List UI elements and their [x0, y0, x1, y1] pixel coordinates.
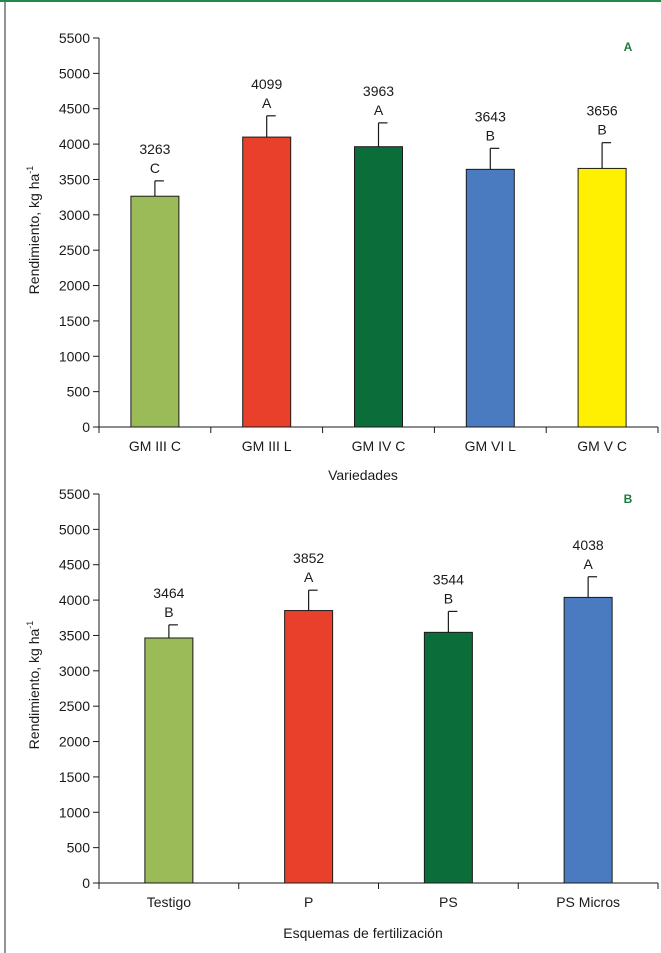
y-axis-label: Rendimiento, kg ha — [26, 173, 42, 294]
data-label: 3656 — [587, 103, 618, 119]
significance-letter: B — [444, 590, 453, 606]
data-label: 4099 — [251, 76, 282, 92]
y-tick-label: 0 — [82, 875, 90, 891]
y-tick-label: 5500 — [59, 486, 90, 502]
bar — [144, 637, 194, 884]
y-tick-label: 1500 — [59, 313, 90, 329]
data-label: 3263 — [139, 141, 170, 157]
x-tick-label: GM III L — [242, 438, 292, 454]
y-tick-label: 5000 — [59, 65, 90, 81]
bar — [423, 631, 473, 884]
y-axis-label: Rendimiento, kg ha — [26, 628, 42, 749]
panel-label: A — [624, 40, 633, 54]
y-tick-label: 0 — [82, 419, 90, 435]
significance-letter: C — [150, 160, 160, 176]
y-axis-ticks: 0 500 1000 1500 2000 2500 3000 3500 4000 4500 5000… — [59, 486, 99, 891]
x-tick-label: P — [304, 894, 313, 910]
bar — [577, 167, 627, 428]
bar — [130, 195, 180, 428]
y-tick-label: 3500 — [59, 171, 90, 187]
x-tick-label: GM IV C — [352, 438, 406, 454]
data-label: 3963 — [363, 83, 394, 99]
bar — [284, 610, 334, 884]
bar — [563, 596, 613, 884]
y-tick-label: 4500 — [59, 101, 90, 117]
data-label: 3464 — [153, 585, 184, 601]
data-label: 4038 — [573, 537, 604, 553]
significance-letter: A — [374, 102, 384, 118]
y-axis-ticks: 0 500 1000 1500 2000 2500 3000 3500 4000 4500 5000… — [59, 30, 99, 435]
x-tick-label: GM VI L — [465, 438, 517, 454]
y-tick-label: 1000 — [59, 348, 90, 364]
x-tick-label: PS Micros — [556, 894, 620, 910]
bar — [242, 136, 292, 428]
x-axis-label: Variedades — [328, 467, 398, 483]
y-axis-title: Rendimiento, kg ha-1 — [25, 166, 42, 295]
data-label: 3852 — [293, 550, 324, 566]
significance-letter: A — [304, 569, 314, 585]
chart-panel-b: B 0 500 1000 1500 2000 2500 3000 3500 4000 4500 50… — [25, 486, 659, 941]
y-tick-label: 1000 — [59, 804, 90, 820]
y-tick-label: 4000 — [59, 592, 90, 608]
panel-label: B — [624, 492, 633, 506]
y-axis-unit-superscript: -1 — [25, 166, 35, 174]
x-tick-label: GM V C — [577, 438, 627, 454]
y-tick-label: 4000 — [59, 136, 90, 152]
y-tick-label: 2500 — [59, 698, 90, 714]
x-axis-label: Esquemas de fertilización — [283, 925, 443, 941]
y-tick-label: 2000 — [59, 734, 90, 750]
y-axis-title: Rendimiento, kg ha-1 — [25, 621, 42, 750]
x-tick-label: GM III C — [129, 438, 181, 454]
y-tick-label: 3000 — [59, 207, 90, 223]
y-tick-label: 4500 — [59, 557, 90, 573]
y-tick-label: 500 — [67, 384, 91, 400]
x-tick-label: Testigo — [147, 894, 192, 910]
bar — [354, 146, 403, 428]
y-tick-label: 2000 — [59, 278, 90, 294]
y-tick-label: 3500 — [59, 627, 90, 643]
x-axis-ticks: GM III C GM III L GM IV C GM VI L GM V C — [98, 427, 659, 454]
significance-letter: B — [597, 122, 606, 138]
significance-letter: A — [262, 95, 272, 111]
y-tick-label: 500 — [67, 840, 91, 856]
data-label: 3643 — [475, 108, 506, 124]
y-tick-label: 1500 — [59, 769, 90, 785]
x-axis-ticks: Testigo P PS PS Micros — [98, 883, 659, 910]
bar-series: B 3464 A 3852 B 3544 A 4038 — [144, 537, 613, 884]
significance-letter: B — [164, 604, 173, 620]
y-axis-unit-superscript: -1 — [25, 621, 35, 629]
bar-series: C 3263 A 4099 A 3963 B 3643 B 3656 — [130, 76, 627, 428]
y-tick-label: 2500 — [59, 242, 90, 258]
significance-letter: B — [486, 127, 495, 143]
bar — [465, 168, 515, 428]
y-tick-label: 5500 — [59, 30, 90, 46]
y-tick-label: 3000 — [59, 663, 90, 679]
significance-letter: A — [583, 556, 593, 572]
data-label: 3544 — [433, 571, 464, 587]
y-tick-label: 5000 — [59, 521, 90, 537]
chart-panel-a: A 0 500 1000 1500 2000 2500 3000 3500 4000 4500 50… — [25, 30, 659, 483]
x-tick-label: PS — [439, 894, 458, 910]
